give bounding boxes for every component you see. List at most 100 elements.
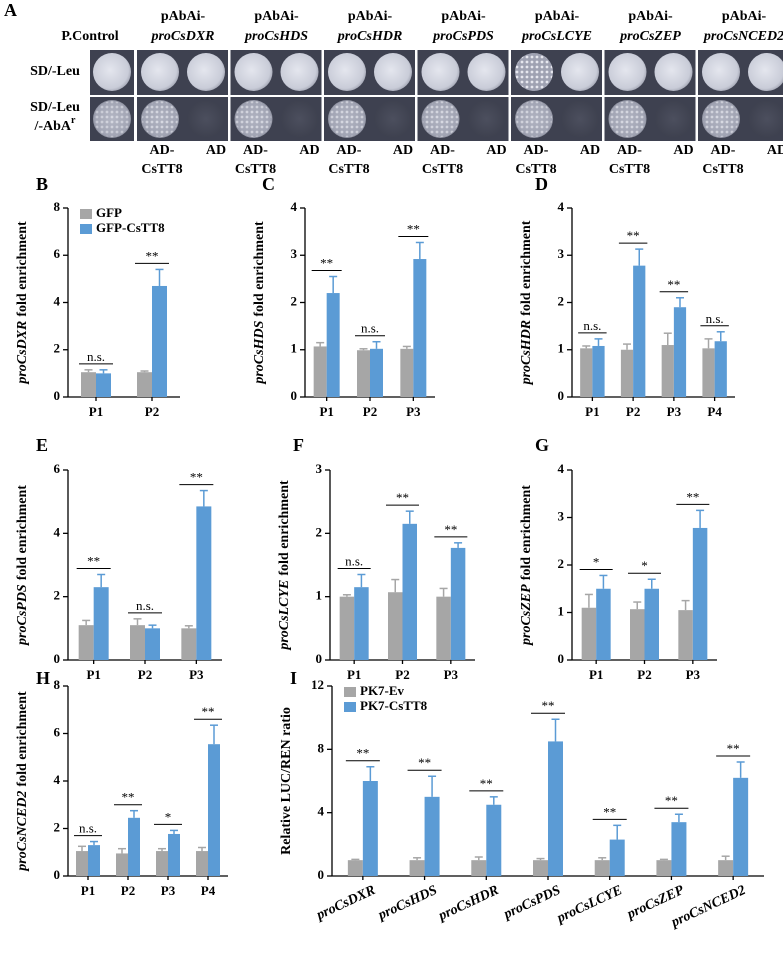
x-tick-label: P1 bbox=[319, 404, 333, 419]
bar bbox=[128, 817, 140, 876]
significance-label: ** bbox=[418, 755, 431, 770]
y-axis-label-gene: proCsHDS bbox=[252, 320, 267, 384]
legend-swatch bbox=[344, 687, 356, 697]
y-tick-label: 6 bbox=[54, 246, 61, 261]
bar bbox=[116, 853, 128, 876]
y-tick-label: 3 bbox=[558, 246, 565, 261]
bar bbox=[609, 839, 625, 876]
bar bbox=[152, 285, 167, 397]
y-tick-label: 2 bbox=[558, 293, 565, 308]
panel-label: H bbox=[36, 668, 50, 688]
y-tick-label: 2 bbox=[558, 556, 565, 571]
legend-swatch bbox=[80, 224, 92, 234]
construct-prefix: pAbAi- bbox=[628, 9, 673, 24]
construct-name: proCsPDS bbox=[432, 29, 494, 44]
panel-label: D bbox=[535, 174, 548, 194]
y-tick-label: 0 bbox=[54, 651, 61, 666]
construct-name: proCsLCYE bbox=[521, 29, 592, 44]
yeast-spot bbox=[702, 53, 740, 91]
x-tick-label: proCsLCYE bbox=[554, 883, 625, 927]
bar bbox=[137, 372, 152, 397]
bar bbox=[671, 822, 687, 876]
yeast-spot bbox=[187, 53, 225, 91]
y-tick-label: 3 bbox=[291, 246, 298, 261]
effector-label: AD- bbox=[150, 143, 175, 158]
yeast-spot bbox=[280, 53, 319, 91]
construct-name: proCsNCED2 bbox=[703, 29, 783, 44]
significance-label: ** bbox=[686, 489, 699, 504]
y-axis-label-text: fold enrichment bbox=[519, 485, 534, 581]
yeast-spot bbox=[561, 100, 599, 138]
bar bbox=[580, 348, 593, 397]
yeast-spot bbox=[748, 53, 783, 91]
x-tick-label: P3 bbox=[406, 404, 421, 419]
y-axis-label: proCsHDS fold enrichment bbox=[252, 221, 267, 385]
x-tick-label: P2 bbox=[145, 404, 159, 419]
significance-label: * bbox=[641, 558, 648, 573]
y-tick-label: 4 bbox=[54, 772, 61, 787]
x-tick-label: P3 bbox=[444, 667, 459, 682]
yeast-spot bbox=[421, 53, 460, 91]
bar bbox=[78, 625, 94, 660]
yeast-spot bbox=[280, 100, 319, 138]
y-tick-label: 4 bbox=[291, 199, 298, 214]
y-tick-label: 2 bbox=[54, 588, 61, 603]
yeast-spot bbox=[234, 53, 273, 91]
x-tick-label: P3 bbox=[667, 404, 682, 419]
y-tick-label: 8 bbox=[54, 677, 61, 692]
bar bbox=[313, 346, 327, 397]
bar bbox=[388, 592, 403, 660]
effector-label: AD bbox=[673, 143, 693, 158]
effector-label: AD bbox=[486, 143, 506, 158]
y-axis-label: proCsDXR fold enrichment bbox=[15, 221, 30, 385]
significance-label: n.s. bbox=[79, 821, 97, 836]
effector-label: AD- bbox=[711, 143, 736, 158]
bar bbox=[450, 547, 466, 660]
bar bbox=[156, 851, 168, 876]
x-tick-label: P1 bbox=[89, 404, 103, 419]
x-tick-label: P2 bbox=[395, 667, 409, 682]
yeast-spot bbox=[467, 53, 506, 91]
bar bbox=[533, 860, 548, 876]
yeast-spot bbox=[654, 53, 693, 91]
construct-prefix: pAbAi- bbox=[535, 9, 580, 24]
yeast-spot bbox=[93, 53, 131, 91]
significance-label: ** bbox=[665, 793, 678, 808]
x-tick-label: P2 bbox=[121, 883, 135, 898]
y-axis-label: Relative LUC/REN ratio bbox=[279, 707, 294, 855]
y-tick-label: 2 bbox=[54, 819, 61, 834]
y-axis-label-text: fold enrichment bbox=[15, 221, 30, 317]
bar bbox=[196, 506, 212, 660]
bar bbox=[594, 860, 610, 876]
bar bbox=[93, 587, 109, 660]
yeast-spot bbox=[141, 53, 179, 91]
x-tick-label: P4 bbox=[201, 883, 216, 898]
bar bbox=[714, 341, 727, 397]
effector-label: AD- bbox=[617, 143, 642, 158]
bar bbox=[436, 596, 451, 660]
significance-label: ** bbox=[396, 490, 409, 505]
bar bbox=[596, 588, 611, 660]
significance-label: ** bbox=[444, 522, 457, 537]
y-tick-label: 4 bbox=[318, 804, 325, 819]
y-tick-label: 0 bbox=[291, 388, 298, 403]
y-axis-label-text: Relative LUC/REN ratio bbox=[279, 707, 294, 855]
x-tick-label: proCsDXR bbox=[314, 883, 378, 924]
yeast-spot bbox=[374, 53, 412, 91]
y-axis-label: proCsNCED2 fold enrichment bbox=[15, 691, 30, 872]
bar bbox=[733, 777, 749, 876]
x-tick-label: proCsHDR bbox=[436, 883, 502, 924]
construct-prefix: pAbAi- bbox=[161, 9, 206, 24]
effector-label: CsTT8 bbox=[235, 162, 276, 177]
yeast-spot bbox=[235, 101, 272, 137]
effector-label: AD bbox=[580, 143, 600, 158]
x-tick-label: P3 bbox=[189, 667, 204, 682]
y-tick-label: 4 bbox=[558, 461, 565, 476]
bar bbox=[400, 348, 414, 397]
x-tick-label: P2 bbox=[363, 404, 377, 419]
bar bbox=[471, 860, 487, 876]
y-tick-label: 6 bbox=[54, 461, 61, 476]
significance-label: ** bbox=[667, 277, 680, 292]
yeast-spot bbox=[187, 100, 225, 138]
